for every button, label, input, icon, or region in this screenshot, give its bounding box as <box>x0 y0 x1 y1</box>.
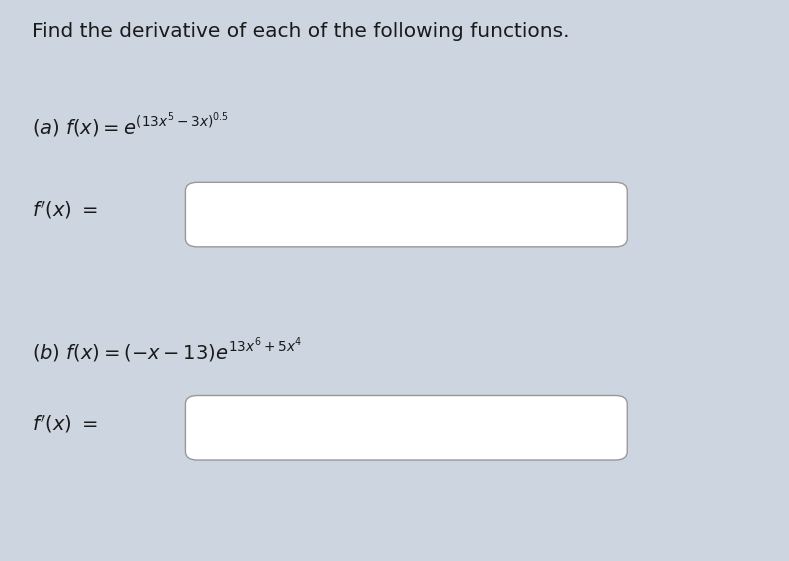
Text: $(b)\ f(x) = (-x - 13)e^{13x^6+5x^4}$: $(b)\ f(x) = (-x - 13)e^{13x^6+5x^4}$ <box>32 337 302 365</box>
Text: Find the derivative of each of the following functions.: Find the derivative of each of the follo… <box>32 22 569 42</box>
Text: $(a)\ f(x) = e^{(13x^5-3x)^{0.5}}$: $(a)\ f(x) = e^{(13x^5-3x)^{0.5}}$ <box>32 112 229 140</box>
Text: $f'(x)\ =$: $f'(x)\ =$ <box>32 412 97 435</box>
FancyBboxPatch shape <box>185 396 627 460</box>
Text: $f'(x)\ =$: $f'(x)\ =$ <box>32 199 97 222</box>
FancyBboxPatch shape <box>185 182 627 247</box>
